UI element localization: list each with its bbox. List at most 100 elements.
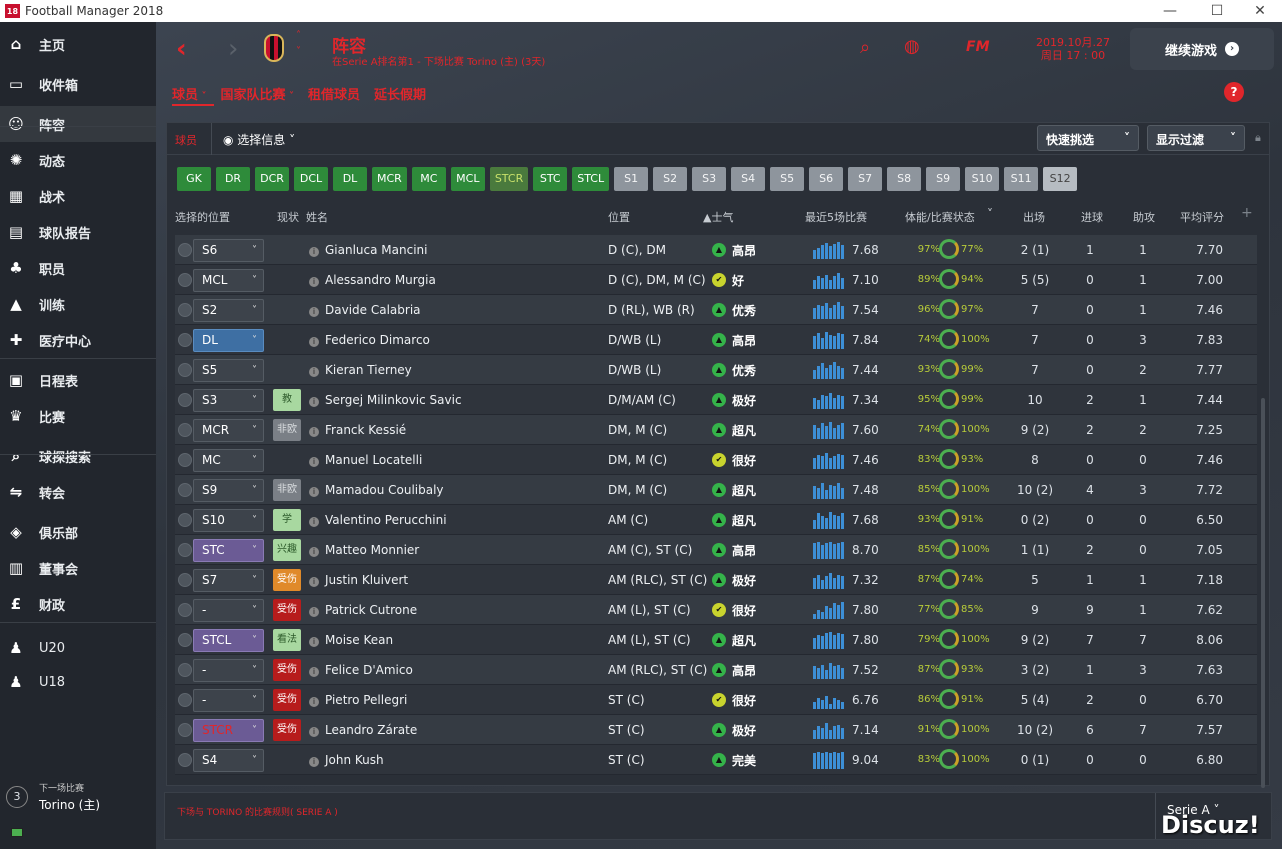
- sidebar-item-3[interactable]: ☺ 阵容: [0, 106, 156, 142]
- position-chip[interactable]: DL: [333, 167, 367, 191]
- position-chip[interactable]: S3: [692, 167, 727, 191]
- row-checkbox[interactable]: [178, 333, 192, 347]
- forward-arrow-icon[interactable]: ›: [228, 34, 239, 64]
- league-select[interactable]: Serie A ˅: [1167, 803, 1220, 817]
- player-name[interactable]: i Sergej Milinkovic Savic: [309, 393, 462, 407]
- position-select[interactable]: S4 ˅: [193, 749, 264, 772]
- row-checkbox[interactable]: [178, 603, 192, 617]
- col-assists[interactable]: 助攻: [1133, 211, 1155, 224]
- position-select[interactable]: MCR ˅: [193, 419, 264, 442]
- col-name[interactable]: 姓名: [306, 211, 328, 224]
- fm-menu-icon[interactable]: FM: [966, 39, 990, 55]
- position-chip[interactable]: S5: [770, 167, 805, 191]
- row-checkbox[interactable]: [178, 303, 192, 317]
- position-chip[interactable]: MCR: [372, 167, 407, 191]
- position-chip[interactable]: S11: [1004, 167, 1039, 191]
- close-button[interactable]: ✕: [1254, 3, 1266, 19]
- sidebar-item-12[interactable]: ⌕ 球探搜索: [0, 438, 156, 474]
- player-name[interactable]: i Federico Dimarco: [309, 333, 430, 347]
- position-chip[interactable]: DR: [216, 167, 250, 191]
- position-chip[interactable]: STCL: [572, 167, 610, 191]
- row-checkbox[interactable]: [178, 723, 192, 737]
- help-icon[interactable]: ?: [1224, 82, 1244, 102]
- col-morale[interactable]: ▲士气: [703, 211, 734, 224]
- position-chip[interactable]: S6: [809, 167, 844, 191]
- player-row[interactable]: STCR ˅ 受伤 i Leandro Zárate ST (C) ▲ 极好 7.14 91% 10…: [175, 715, 1257, 745]
- position-chip[interactable]: S7: [848, 167, 883, 191]
- sidebar-item-8[interactable]: ▲ 训练: [0, 286, 156, 322]
- player-name[interactable]: i Pietro Pellegri: [309, 693, 407, 707]
- status-badge[interactable]: 受伤: [273, 569, 301, 591]
- row-checkbox[interactable]: [178, 753, 192, 767]
- position-select[interactable]: - ˅: [193, 659, 264, 682]
- back-arrow-icon[interactable]: ‹: [176, 34, 187, 64]
- match-rule-text[interactable]: 下场与 TORINO 的比赛规则( SERIE A ): [177, 808, 338, 818]
- sidebar-item-9[interactable]: ✚ 医疗中心: [0, 322, 156, 358]
- position-chip[interactable]: DCR: [255, 167, 289, 191]
- status-badge[interactable]: 受伤: [273, 689, 301, 711]
- sidebar-item-7[interactable]: ♣ 职员: [0, 250, 156, 286]
- player-row[interactable]: S2 ˅ i Davide Calabria D (RL), WB (R) ▲ 优秀 7.54…: [175, 295, 1257, 325]
- status-badge[interactable]: 兴趣: [273, 539, 301, 561]
- tab-4[interactable]: 延长假期: [374, 84, 426, 103]
- search-icon[interactable]: ⌕: [860, 37, 871, 58]
- position-select[interactable]: - ˅: [193, 599, 264, 622]
- maximize-button[interactable]: ☐: [1210, 3, 1224, 19]
- position-select[interactable]: S2 ˅: [193, 299, 264, 322]
- filter-button[interactable]: 显示过滤 ˅: [1147, 125, 1245, 151]
- row-checkbox[interactable]: [178, 663, 192, 677]
- lock-icon[interactable]: 🔒︎: [1255, 131, 1261, 144]
- player-row[interactable]: - ˅ 受伤 i Pietro Pellegri ST (C) ✔ 很好 6.76 86% 91% 5…: [175, 685, 1257, 715]
- continue-button[interactable]: 继续游戏 ›: [1130, 28, 1274, 70]
- position-select[interactable]: S6 ˅: [193, 239, 264, 262]
- row-checkbox[interactable]: [178, 543, 192, 557]
- player-name[interactable]: i Patrick Cutrone: [309, 603, 417, 617]
- player-name[interactable]: i Matteo Monnier: [309, 543, 419, 557]
- view-select[interactable]: ◉ 选择信息 ˅: [223, 131, 295, 148]
- player-name[interactable]: i Moise Kean: [309, 633, 393, 647]
- status-badge[interactable]: 非欧: [273, 419, 301, 441]
- player-name[interactable]: i Justin Kluivert: [309, 573, 408, 587]
- next-match-widget[interactable]: 3 下一场比赛 Torino (主): [6, 778, 152, 818]
- globe-icon[interactable]: ◍: [904, 36, 920, 57]
- player-row[interactable]: STCL ˅ 看法 i Moise Kean AM (L), ST (C) ▲ 超凡 7.80 7…: [175, 625, 1257, 655]
- sidebar-item-4[interactable]: ✺ 动态: [0, 142, 156, 178]
- row-checkbox[interactable]: [178, 513, 192, 527]
- col-rating[interactable]: 平均评分: [1180, 211, 1224, 224]
- player-name[interactable]: i Mamadou Coulibaly: [309, 483, 444, 497]
- position-select[interactable]: MC ˅: [193, 449, 264, 472]
- minimize-button[interactable]: —: [1163, 3, 1177, 19]
- sidebar-item-18[interactable]: ♟ U18: [0, 664, 156, 700]
- chevron-down-icon[interactable]: ˅: [987, 207, 993, 221]
- col-fitness[interactable]: 体能/比赛状态: [905, 211, 975, 224]
- row-checkbox[interactable]: [178, 453, 192, 467]
- add-column-icon[interactable]: +: [1241, 205, 1253, 221]
- quick-pick-button[interactable]: 快速挑选 ˅: [1037, 125, 1139, 151]
- row-checkbox[interactable]: [178, 423, 192, 437]
- tab-1[interactable]: 球员 ˅: [172, 84, 207, 103]
- player-row[interactable]: MCL ˅ i Alessandro Murgia D (C), DM, M (C) ✔ 好…: [175, 265, 1257, 295]
- col-last5[interactable]: 最近5场比赛: [805, 211, 867, 224]
- sidebar-item-2[interactable]: ▭ 收件箱: [0, 66, 156, 102]
- position-select[interactable]: MCL ˅: [193, 269, 264, 292]
- position-select[interactable]: DL ˅: [193, 329, 264, 352]
- position-select[interactable]: S9 ˅: [193, 479, 264, 502]
- club-crest-icon[interactable]: [264, 34, 284, 62]
- date-display[interactable]: 2019.10月.27 周日 17 : 00: [1036, 36, 1110, 62]
- position-select[interactable]: STCR ˅: [193, 719, 264, 742]
- player-name[interactable]: i Kieran Tierney: [309, 363, 412, 377]
- status-badge[interactable]: 受伤: [273, 659, 301, 681]
- row-checkbox[interactable]: [178, 483, 192, 497]
- player-row[interactable]: MCR ˅ 非欧 i Franck Kessié DM, M (C) ▲ 超凡 7.60 74% 1…: [175, 415, 1257, 445]
- row-checkbox[interactable]: [178, 693, 192, 707]
- position-select[interactable]: - ˅: [193, 689, 264, 712]
- col-status[interactable]: 现状: [277, 211, 299, 224]
- position-select[interactable]: S7 ˅: [193, 569, 264, 592]
- position-select[interactable]: S3 ˅: [193, 389, 264, 412]
- position-select[interactable]: S10 ˅: [193, 509, 264, 532]
- player-name[interactable]: i Gianluca Mancini: [309, 243, 427, 257]
- player-name[interactable]: i Franck Kessié: [309, 423, 406, 437]
- status-badge[interactable]: 学: [273, 509, 301, 531]
- player-row[interactable]: - ˅ 受伤 i Patrick Cutrone AM (L), ST (C) ✔ 很好 7.8…: [175, 595, 1257, 625]
- tab-2[interactable]: 国家队比赛 ˅: [221, 84, 295, 103]
